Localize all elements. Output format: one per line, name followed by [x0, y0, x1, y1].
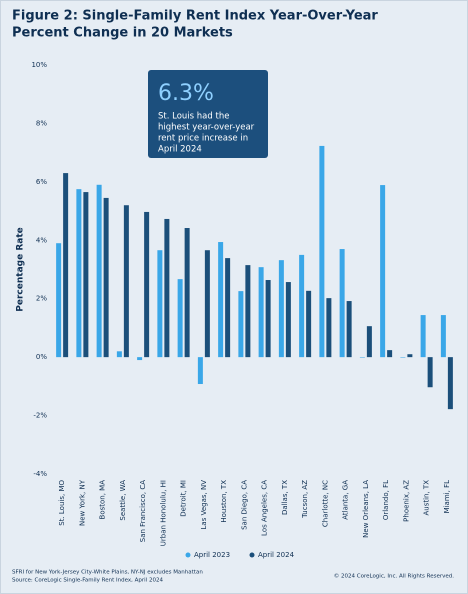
bar: [326, 298, 332, 358]
bar: [63, 173, 69, 358]
annotation-text: highest year-over-year: [158, 123, 255, 133]
x-tick-label: San Francisco, CA: [139, 480, 147, 542]
bar: [387, 350, 393, 358]
bar: [427, 357, 433, 388]
bar: [380, 185, 386, 358]
x-tick-label: Urban Honolulu, HI: [159, 480, 167, 546]
x-tick-label: Dallas, TX: [281, 480, 289, 515]
x-tick-label: Orlando, FL: [382, 480, 390, 520]
bar: [285, 282, 291, 358]
y-tick-label: 6%: [36, 178, 47, 186]
annotation-text: April 2024: [158, 145, 202, 155]
legend-marker: [185, 552, 191, 558]
x-tick-label: Charlotte, NC: [321, 480, 329, 527]
legend-label: April 2023: [194, 551, 230, 559]
bar: [400, 357, 406, 358]
bar: [447, 357, 453, 410]
bar: [245, 265, 251, 358]
x-tick-label: Seattle, WA: [119, 480, 127, 521]
x-tick-label: Los Angeles, CA: [261, 480, 269, 536]
x-tick-label: New York, NY: [78, 479, 86, 526]
annotation-headline: 6.3%: [158, 81, 214, 106]
x-tick-label: Tucson, AZ: [301, 480, 309, 519]
bar: [197, 357, 203, 385]
bar: [144, 211, 150, 358]
bar: [157, 250, 163, 358]
bar: [218, 242, 224, 358]
bar: [346, 301, 352, 358]
bar: [164, 218, 170, 358]
y-tick-label: 8%: [36, 119, 47, 127]
bar: [306, 290, 312, 358]
x-tick-label: Austin, TX: [423, 480, 431, 516]
bar: [278, 260, 284, 358]
bar: [184, 228, 190, 358]
bar: [204, 250, 210, 358]
bar: [339, 249, 345, 358]
chart-title: Percent Change in 20 Markets: [12, 26, 233, 41]
bar: [238, 291, 244, 358]
y-axis-label: Percentage Rate: [16, 227, 26, 311]
x-tick-label: Atlanta, GA: [342, 480, 350, 520]
y-tick-label: 0%: [36, 353, 47, 361]
footnote: Source: CoreLogic Single-Family Rent Ind…: [12, 578, 163, 584]
bar: [56, 243, 62, 358]
bar: [299, 254, 305, 358]
legend-label: April 2024: [258, 551, 295, 559]
y-tick-label: -4%: [33, 470, 47, 478]
bar: [366, 326, 372, 358]
bar: [420, 315, 426, 358]
chart-title: Figure 2: Single-Family Rent Index Year-…: [12, 9, 378, 24]
y-tick-label: 2%: [36, 295, 47, 303]
x-tick-label: Phoenix, AZ: [402, 480, 410, 522]
x-tick-label: Boston, MA: [99, 480, 107, 520]
bar: [96, 184, 102, 358]
footnote: SFRI for New York-Jersey City-White Plai…: [12, 570, 203, 576]
bar: [177, 279, 183, 358]
bar: [83, 192, 89, 358]
bar: [123, 205, 129, 358]
x-tick-label: New Orleans, LA: [362, 480, 370, 538]
bar: [103, 197, 109, 358]
copyright: © 2024 CoreLogic, Inc. All Rights Reserv…: [334, 573, 454, 580]
bar: [225, 258, 231, 358]
y-tick-label: 10%: [31, 61, 47, 69]
x-tick-label: Detroit, MI: [180, 480, 188, 517]
x-tick-label: St. Louis, MO: [58, 480, 66, 526]
bar: [359, 357, 365, 358]
bar: [137, 357, 143, 361]
bar: [440, 315, 446, 358]
annotation-text: St. Louis had the: [158, 112, 229, 122]
bar: [76, 189, 82, 358]
x-tick-label: Miami, FL: [443, 480, 451, 514]
y-tick-label: -2%: [33, 412, 47, 420]
x-tick-label: San Diego, CA: [240, 480, 248, 530]
y-tick-label: 4%: [36, 236, 47, 244]
annotation-box: [148, 70, 268, 158]
bar: [116, 351, 122, 358]
x-tick-label: Las Vegas, NV: [200, 480, 208, 530]
bar: [265, 280, 271, 358]
legend-marker: [249, 552, 255, 558]
x-tick-label: Houston, TX: [220, 480, 228, 523]
bar: [258, 267, 264, 358]
bar: [407, 354, 413, 358]
bar: [319, 145, 325, 358]
annotation-text: rent price increase in: [158, 134, 248, 144]
